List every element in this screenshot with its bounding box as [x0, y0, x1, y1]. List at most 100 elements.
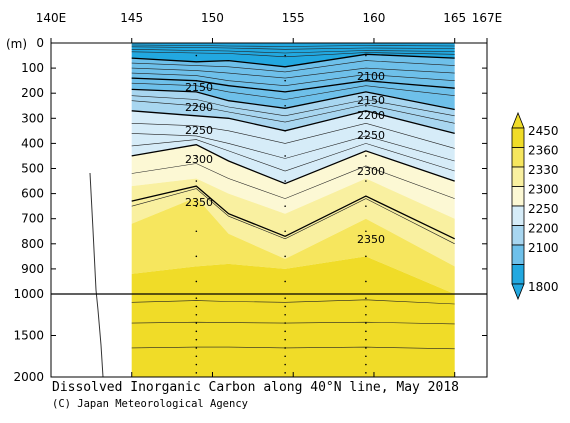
y-tick-label: 600: [21, 187, 44, 201]
y-tick-label: 500: [21, 162, 44, 176]
colorbar-level-label: 1800: [528, 280, 559, 294]
sample-point: [365, 297, 367, 299]
sample-point: [284, 338, 286, 341]
fill-band: [131, 110, 455, 184]
thin-contour: [131, 44, 455, 47]
sample-point: [365, 205, 367, 207]
colorbar-level-label: 2360: [528, 144, 559, 158]
thin-contour: [131, 346, 455, 350]
y-tick-label: 100: [21, 61, 44, 75]
sample-point: [365, 180, 367, 182]
colorbar-top-arrow: [511, 111, 525, 129]
station-sample-points: [195, 54, 367, 374]
thin-contour: [131, 51, 455, 58]
sample-point: [195, 255, 198, 258]
sample-point: [365, 255, 367, 258]
concentration-fill-bands: [131, 43, 455, 377]
thin-contour: [131, 67, 455, 79]
sample-point: [365, 54, 367, 57]
colorbar-level-label: 2300: [528, 183, 559, 197]
sample-point: [195, 155, 198, 157]
y-tick-label: 800: [21, 237, 44, 251]
sample-point: [284, 297, 286, 299]
sample-point: [195, 205, 198, 207]
contour-label: 2150: [185, 81, 213, 94]
sample-point: [284, 363, 286, 366]
sample-point: [195, 322, 198, 324]
contour-label: 2350: [357, 233, 385, 246]
y-tick-label: 300: [21, 111, 44, 125]
thin-contour: [131, 49, 455, 54]
sample-point: [284, 180, 286, 182]
sample-point: [195, 372, 198, 374]
sample-point: [284, 230, 286, 233]
sample-point: [365, 363, 367, 366]
sample-point: [195, 347, 198, 349]
sample-point: [195, 180, 198, 182]
sample-point: [284, 322, 286, 324]
sample-point: [195, 54, 198, 57]
contour-label: 2200: [185, 101, 213, 114]
major-contour: [131, 77, 455, 93]
sample-point: [284, 305, 286, 308]
thin-contour: [131, 139, 455, 172]
x-tick-label: 145: [120, 11, 143, 25]
fill-band: [131, 89, 455, 134]
thin-contour: [131, 299, 455, 305]
fill-band: [131, 144, 455, 219]
sample-point: [195, 305, 198, 308]
major-contour-lines: [131, 53, 455, 240]
sample-point: [365, 313, 367, 316]
sample-point: [365, 338, 367, 341]
sample-point: [284, 54, 286, 57]
sample-point: [365, 305, 367, 308]
sample-point: [284, 155, 286, 157]
colorbar-swatch: [511, 225, 525, 246]
y-tick-label: 1500: [13, 329, 44, 343]
sample-point: [365, 130, 367, 132]
thin-contour: [131, 163, 455, 199]
sample-point: [195, 297, 198, 299]
plot-frame: [50, 42, 488, 378]
major-contour: [131, 53, 455, 68]
colorbar-level-label: 2450: [528, 124, 559, 138]
sample-point: [195, 313, 198, 316]
sample-point: [284, 255, 286, 258]
major-contour: [131, 185, 455, 240]
contour-label: 2350: [185, 196, 213, 209]
sample-point: [365, 322, 367, 324]
x-axis-ticks: 140E 145 150 155 160 165 167E: [36, 11, 503, 377]
contour-label: 2250: [357, 129, 385, 142]
colorbar-swatch: [511, 127, 525, 148]
sample-point: [195, 79, 198, 82]
sample-point: [195, 280, 198, 283]
thin-contour: [131, 72, 455, 87]
colorbar-bottom-arrow: [511, 283, 525, 301]
contour-label: 2200: [357, 109, 385, 122]
fill-band: [131, 197, 455, 294]
sample-point: [284, 104, 286, 107]
colorbar-swatch: [511, 147, 525, 168]
sample-point: [284, 130, 286, 132]
x-tick-label: 150: [201, 11, 224, 25]
sample-point: [195, 355, 198, 358]
thin-contour: [131, 188, 455, 245]
sample-point: [284, 280, 286, 283]
sample-point: [365, 104, 367, 107]
x-tick-label: 167E: [472, 11, 503, 25]
colorbar-swatch: [511, 205, 525, 226]
sample-point: [195, 104, 198, 107]
sample-point: [195, 130, 198, 132]
x-tick-label: 165: [443, 11, 466, 25]
colorbar-swatch: [511, 166, 525, 187]
contour-label: 2250: [185, 124, 213, 137]
contour-label: 2300: [185, 153, 213, 166]
contour-label: 2150: [357, 94, 385, 107]
major-contour: [131, 88, 455, 111]
thin-contour: [131, 133, 455, 162]
sample-point: [284, 372, 286, 374]
colorbar-level-label: 2250: [528, 202, 559, 216]
sample-point: [365, 372, 367, 374]
y-tick-label: 900: [21, 262, 44, 276]
